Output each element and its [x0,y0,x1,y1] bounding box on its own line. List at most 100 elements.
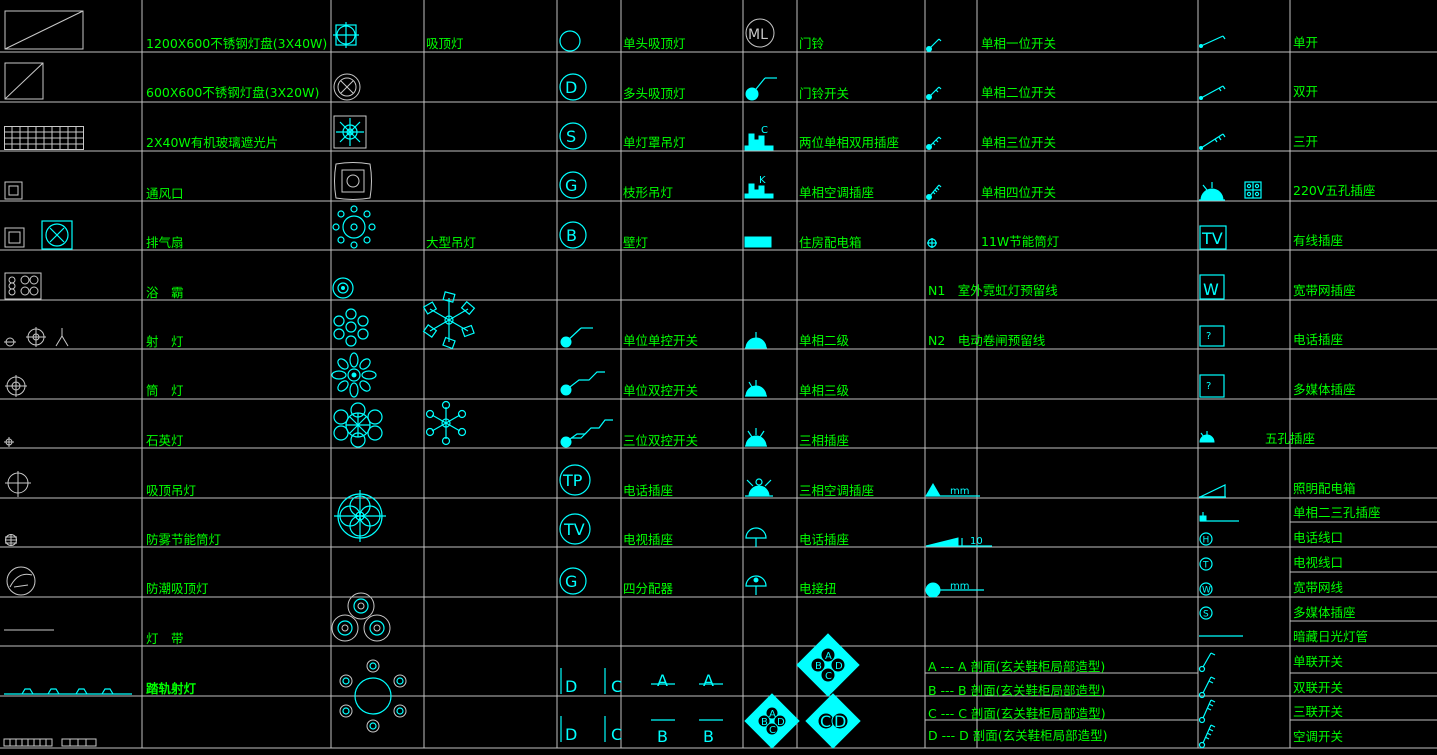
label-shade-pendant: 单灯罩吊灯 [623,135,686,150]
bottom-strip-icon [3,738,97,747]
ceiling-pendant-icon [5,471,31,497]
label-ac-outlet: 单相空调插座 [799,185,875,200]
broadband-outlet-icon: W [1199,274,1225,300]
sign-marker-3-text: mm [950,581,969,592]
diamond-marker-3-icon: C D [805,693,861,749]
label-phone-outlet-3: 电话插座 [1293,332,1344,347]
sign-marker-2-icon: 10 [925,536,992,547]
label-phone-outlet-2: 电话插座 [799,532,850,547]
diamond-1-a: A [825,651,832,662]
label-multimedia-outlet: 多媒体插座 [1293,382,1356,397]
label-section-b: B --- B 剖面(玄关鞋柜局部造型) [928,683,1106,698]
label-three-gang-switch: 单相三位开关 [981,135,1057,150]
label-section-c: C --- C 剖面(玄关鞋柜局部造型) [928,706,1106,721]
label-splitter: 四分配器 [623,581,674,596]
label-push-button: 电接扭 [799,581,837,596]
ring-lamp-icon [332,277,354,299]
section-mark-a-2: A [703,671,714,690]
label-doorbell: 门铃 [799,36,825,51]
label-branch-pendant: 枝形吊灯 [623,185,674,200]
panel-600x600-icon [4,62,44,100]
shade-pendant-letter: S [566,127,576,146]
splitter-letter: G [565,572,577,591]
label-two-pin-outlet: 单相二级 [799,333,850,348]
label-light-strip: 灯 带 [146,631,184,646]
starburst-chandelier-2-icon [425,400,467,446]
label-tv-jack: 电视线口 [1293,555,1344,570]
label-broadband-outlet: 宽带网插座 [1293,283,1356,298]
exhaust-fan-icon [4,220,73,250]
multimedia-outlet-mark: ? [1206,381,1211,392]
label-double-switch: 双开 [1293,84,1319,99]
diamond-marker-2-icon: A B D C [744,693,800,749]
five-hole-outlet-icon [1199,181,1262,201]
diamond-1-b: B [815,661,822,672]
shade-pendant-icon: S [559,122,587,150]
doorbell-letters: ML [748,27,768,43]
label-shutter-reserved-line: N2 电动卷闸预留线 [928,333,1046,348]
label-multi-ceiling: 多头吸顶灯 [623,86,686,101]
vent-icon [4,181,23,200]
label-neon-reserved-line: N1 室外霓虹灯预留线 [928,283,1058,298]
label-triple-switch: 三开 [1293,134,1319,149]
label-two-gang-switch: 单相二位开关 [981,85,1057,100]
multi-ceiling-icon: D [559,73,587,101]
label-triple-control-switch: 三位双控开关 [623,433,699,448]
one-gang-switch-2-icon [1198,652,1216,673]
energy-downlight-icon [927,238,937,248]
phone-jack-letter: H [1203,536,1210,546]
two-pin-outlet-icon [745,332,767,349]
downlight-icon [5,375,27,397]
label-ceiling-pendant: 吸顶吊灯 [146,483,197,498]
label-dual-outlet: 两位单相双用插座 [799,135,900,150]
wall-lamp-letter: B [566,226,577,245]
flower-chandelier-1-icon [333,308,369,347]
light-strip-icon [4,629,54,631]
tv-outlet-letters: TV [563,520,585,539]
network-jack-letter: W [1202,586,1211,596]
two-gang-switch-2-icon [1198,676,1216,699]
push-button-icon [745,575,767,595]
label-three-gang-switch-2: 三联开关 [1293,704,1344,719]
label-one-gang-switch: 单相一位开关 [981,36,1057,51]
label-two-gang-switch-2: 双联开关 [1293,680,1344,695]
multimedia-jack-icon: S [1199,606,1213,620]
double-control-switch-icon [560,371,605,396]
track-spotlight-icon [4,688,132,695]
three-gang-switch-icon [926,136,942,150]
label-track-spotlight: 踏轨射灯 [146,681,197,696]
large-chandelier-icon [332,205,376,249]
framed-ceiling-icon [334,162,372,200]
multi-ceiling-letter: D [565,78,577,97]
triple-control-switch-icon [560,419,613,448]
ceiling-lamp-icon [333,22,359,48]
label-single-ceiling: 单头吸顶灯 [623,36,686,51]
label-single-control-switch: 单位单控开关 [623,333,699,348]
diamond-3-c: C [820,712,831,731]
label-panel-1200x600: 1200X600不锈钢灯盘(3X40W) [146,36,328,51]
section-mark-b-2: B [703,727,714,746]
label-three-pin-outlet: 单相三级 [799,383,850,398]
phone-outlet-letters: TP [562,471,583,490]
broadband-outlet-letter: W [1203,280,1219,299]
square-chandelier-icon [333,115,367,149]
label-section-a: A --- A 剖面(玄关鞋柜局部造型) [928,659,1106,674]
phone-jack-icon: H [1199,532,1213,546]
diamond-1-c: C [825,671,832,682]
sign-marker-1-icon: mm [925,483,980,497]
label-tv-outlet: 电视插座 [623,532,674,547]
doorbell-icon: ML [745,18,775,48]
round-ceiling-icon [333,73,361,101]
network-jack-icon: W [1199,582,1213,596]
ring-chandelier-icon [339,659,407,733]
wall-lamp-icon: B [559,221,587,249]
section-mark-c-top: C [611,677,622,696]
label-panel-600x600: 600X600不锈钢灯盘(3X20W) [146,85,320,100]
three-gang-switch-2-icon [1198,699,1216,724]
sign-marker-1-text: mm [950,486,969,497]
label-five-hole-outlet-2: 五孔插座 [1265,431,1316,446]
label-energy-downlight: 11W节能筒灯 [981,234,1060,249]
bath-heater-icon [4,272,42,300]
three-phase-outlet-icon [745,428,767,447]
